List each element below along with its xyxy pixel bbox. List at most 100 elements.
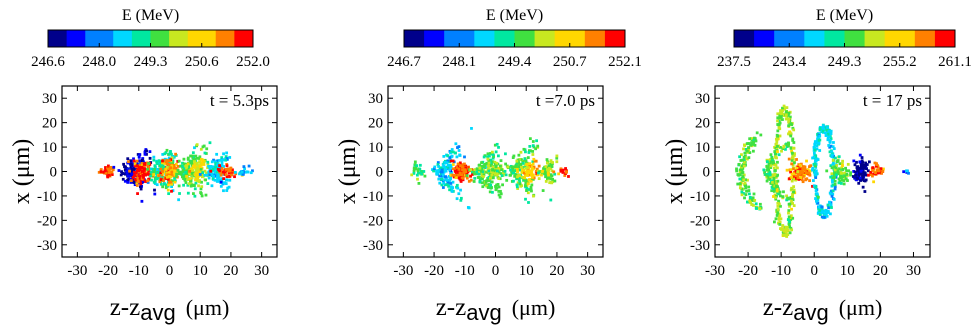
particle-point [99,170,103,174]
particle-point [771,180,774,184]
particle-point [420,170,424,174]
particle-point [493,143,497,147]
colorbar-segment [474,30,485,47]
particle-point [829,203,833,207]
particle-point [495,161,499,165]
particle-point [174,175,178,179]
particle-point [195,169,198,172]
particle-point [519,163,523,166]
particle-point [738,177,742,181]
colorbar-segment [544,30,556,47]
particle-point [543,170,547,174]
particle-point [860,156,864,159]
x-tick-label: -30 [705,263,725,279]
particle-point [550,169,554,173]
particle-point [423,174,427,178]
particle-point [206,182,210,185]
particle-point [243,167,247,171]
particle-point [458,153,462,157]
particle-point [531,140,535,143]
particle-point [185,175,189,178]
particle-point [816,133,819,136]
particle-point [525,184,529,188]
particle-point [814,176,818,179]
particle-point [780,228,783,231]
particle-point [214,165,218,169]
particle-point [177,172,181,176]
particle-point [834,166,838,170]
particle-point [786,196,790,200]
particle-point [140,171,144,174]
particle-point [495,142,499,146]
particle-point [797,178,801,181]
particle-point [506,165,510,169]
particle-point [450,150,454,153]
particle-point [782,145,786,149]
particle-point [532,165,536,169]
particle-point [830,206,833,209]
particle-point [807,171,811,175]
particle-point [499,166,503,170]
particle-point [859,162,863,166]
particle-point [481,170,485,174]
particle-point [133,162,137,166]
particle-point [814,169,818,173]
particle-point [188,172,192,176]
particle-point [879,167,883,171]
particle-point [529,149,532,153]
particle-point [820,209,823,213]
particle-point [145,173,148,176]
x-tick-label: 10 [193,263,208,279]
colorbar-segment [864,30,876,47]
particle-point [197,156,201,160]
particle-point [776,166,779,170]
particle-point [790,149,793,153]
particle-point [765,160,769,164]
particle-point [775,140,779,144]
particle-point [524,170,528,174]
colorbar-tick-label: 248.1 [442,54,476,70]
particle-point [828,132,831,136]
particle-point [811,166,815,170]
particle-point [765,179,769,183]
particle-point [852,170,856,173]
particle-point [776,129,780,133]
particle-point [778,190,782,194]
x-tick-label: 30 [580,263,595,279]
particle-point [816,201,820,205]
particle-point [829,201,833,205]
x-tick-label: 10 [519,263,534,279]
particle-point [790,228,794,232]
particle-point [110,173,114,176]
particle-point [836,169,840,173]
particle-point [186,183,190,187]
particle-point [457,176,461,180]
x-tick-label: 20 [223,263,238,279]
particle-point [777,199,780,203]
particle-point [788,220,791,224]
particle-point [802,175,805,178]
particle-point [746,142,749,146]
colorbar-segment [234,30,245,47]
particle-point [535,167,539,171]
particle-point [522,176,526,179]
particle-point [494,188,498,192]
colorbar-segment [178,30,189,47]
particle-point [498,177,502,181]
particle-point [438,166,442,170]
particle-point [801,169,805,173]
particle-point [812,155,816,159]
particle-point [537,177,541,181]
particle-point [486,152,490,156]
particle-point [816,137,819,141]
particle-point [164,168,168,171]
particle-point [162,182,166,186]
particle-point [791,167,795,171]
particle-point [207,164,210,168]
particle-point [770,189,774,193]
particle-point [530,175,534,179]
particle-point [531,173,535,177]
particle-point [535,139,538,143]
particle-point [798,172,802,176]
